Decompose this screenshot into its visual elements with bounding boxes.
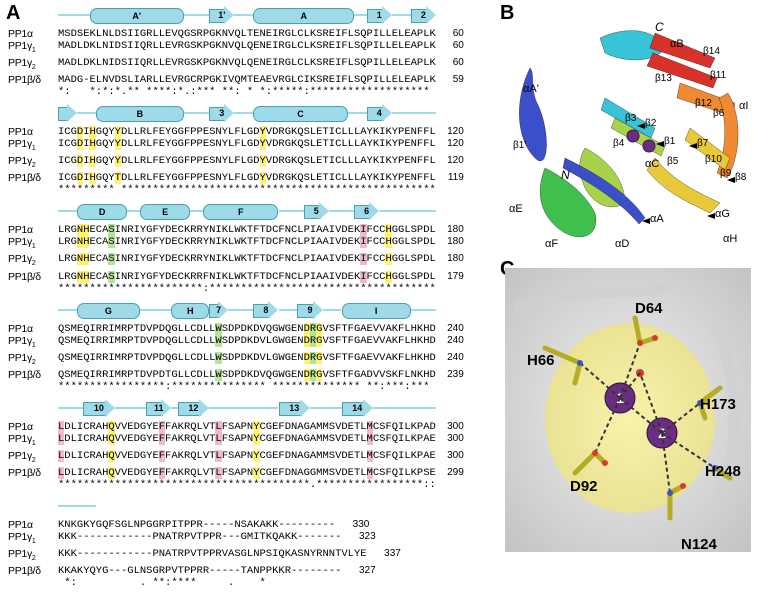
seq-row: PP1γ1MADLDKLNIDSIIQRLLEVRGSKPGKNVQLQENEI… (8, 40, 498, 57)
panel-A-alignment: A'1'A12PP1αMSDSEKLNLDSIIGRLLEVQGSRPGKNVQ… (8, 8, 498, 597)
ss-strand-1': 1' (209, 9, 234, 21)
seq-row: PP1γ2LRGNHECASINRIYGFYDECKRRYNIKLWKTFTDC… (8, 253, 498, 270)
ss-strand-11: 11 (146, 402, 171, 414)
ss-strand-2: 2 (411, 9, 436, 21)
ss-helix-G: G (77, 303, 140, 319)
seq-row: PP1αKNKGKYGQFSGLNPGGRPITPPR-----NSAKAKK-… (8, 519, 498, 531)
ss-helix-H: H (171, 303, 209, 319)
seq-row: PP1γ1LRGNHECASINRIYGFYDECKRRYNIKLWKTFTDC… (8, 236, 498, 253)
ss-strand-9: 9 (297, 304, 322, 316)
ss-strand-14: 14 (342, 402, 374, 414)
ss-helix-I: I (342, 303, 411, 319)
ss-strand-5: 5 (304, 205, 329, 217)
ss-helix-F: F (203, 204, 279, 220)
seq-row: PP1β/δQSMEQIRRIMRPTDVPDTGLLCDLLWSDPDKDVQ… (8, 369, 498, 381)
seq-row: PP1γ2MADLDKLNIDSIIQRLLEVRGSKPGKNVQLQENEI… (8, 57, 498, 74)
ss-strand-8: 8 (253, 304, 278, 316)
seq-row: PP1αMSDSEKLNLDSIIGRLLEVQGSRPGKNVQLTENEIR… (8, 28, 498, 40)
seq-row: PP1γ1KKK------------PNATRPVTPPR---GMITKQ… (8, 531, 498, 548)
seq-row: PP1γ2LDLICRAHQVVEDGYEFFAKRQLVTLFSAPNYCGE… (8, 450, 498, 467)
conservation-line: ********* ******************************… (58, 184, 498, 196)
ss-strand-12: 12 (178, 402, 210, 414)
panel-C-activesite: 1 2 D64H66H173 (505, 268, 751, 552)
ss-helix-A': A' (90, 8, 185, 24)
panel-B-structure: CαBβ14αA'β13β11β3β2β12β6αIβ1'β4β1β7αCβ5β… (505, 8, 751, 258)
ss-helix-A: A (253, 8, 354, 24)
seq-row: PP1β/δKKAKYQYG---GLNSGRPVTPPRR-----TANPP… (8, 565, 498, 577)
ss-strand-3: 3 (209, 107, 234, 119)
ss-strand-13: 13 (279, 402, 311, 414)
conservation-line: *: . **:**** . * (58, 577, 498, 589)
ss-strand-10: 10 (83, 402, 115, 414)
ss-strand-4: 4 (367, 107, 392, 119)
seq-row: PP1β/δMADG-ELNVDSLIARLLEVRGCRPGKIVQMTEAE… (8, 74, 498, 86)
conservation-line: ***********************:****************… (58, 283, 498, 295)
conservation-line: *****************:*************** ******… (58, 381, 498, 393)
ss-helix-D: D (77, 204, 127, 220)
seq-row: PP1γ2QSMEQIRRIMRPTDVPDQGLLCDLLWSDPDKDVLG… (8, 352, 498, 369)
ss-strand-7: 7 (209, 304, 228, 316)
conservation-line: *: *:*:*.** ****:*.:*** **: * *:*****:**… (58, 86, 498, 98)
ss-helix-E: E (140, 204, 190, 220)
seq-row: PP1β/δICGDIHGQYTDLLRLFEYGGFPPESNYLFLGDYV… (8, 172, 498, 184)
seq-row: PP1γ1ICGDIHGQYYDLLRLFEYGGFPPESNYLFLGDYVD… (8, 138, 498, 155)
seq-row: PP1αLDLICRAHQVVEDGYEFFAKRQLVTLFSAPNYCGEF… (8, 421, 498, 433)
ss-strand-1: 1 (367, 9, 392, 21)
ss-helix-B: B (96, 106, 184, 122)
seq-row: PP1αLRGNHECASINRIYGFYDECKRRYNIKLWKTFTDCF… (8, 224, 498, 236)
seq-row: PP1γ1QSMEQIRRIMRPTDVPDQGLLCDLLWSDPDKDVLG… (8, 335, 498, 352)
seq-row: PP1γ1LDLICRAHQVVEDGYEFFAKRQLVTLFSAPNYCGE… (8, 433, 498, 450)
seq-row: PP1γ2ICGDIHGQYYDLLRLFEYGGFPPESNYLFLGDYVD… (8, 155, 498, 172)
seq-row: PP1β/δLRGNHECASINRIYGFYDECKRRFNIKLWKTFTD… (8, 271, 498, 283)
seq-row: PP1β/δLDLICRAHQVVEDGYEFFAKRQLVTLFSAPNYCG… (8, 467, 498, 479)
ss-strand-6: 6 (354, 205, 379, 217)
seq-row: PP1γ2KKK------------PNATRPVTPPRVASGLNPSI… (8, 548, 498, 565)
ss-strand- (58, 107, 77, 119)
ss-helix-C: C (253, 106, 348, 122)
conservation-line: ****************************************… (58, 479, 498, 491)
seq-row: PP1αICGDIHGQYYDLLRLFEYGGFPPESNYLFLGDYVDR… (8, 126, 498, 138)
seq-row: PP1αQSMEQIRRIMRPTDVPDQGLLCDLLWSDPDKDVQGW… (8, 323, 498, 335)
